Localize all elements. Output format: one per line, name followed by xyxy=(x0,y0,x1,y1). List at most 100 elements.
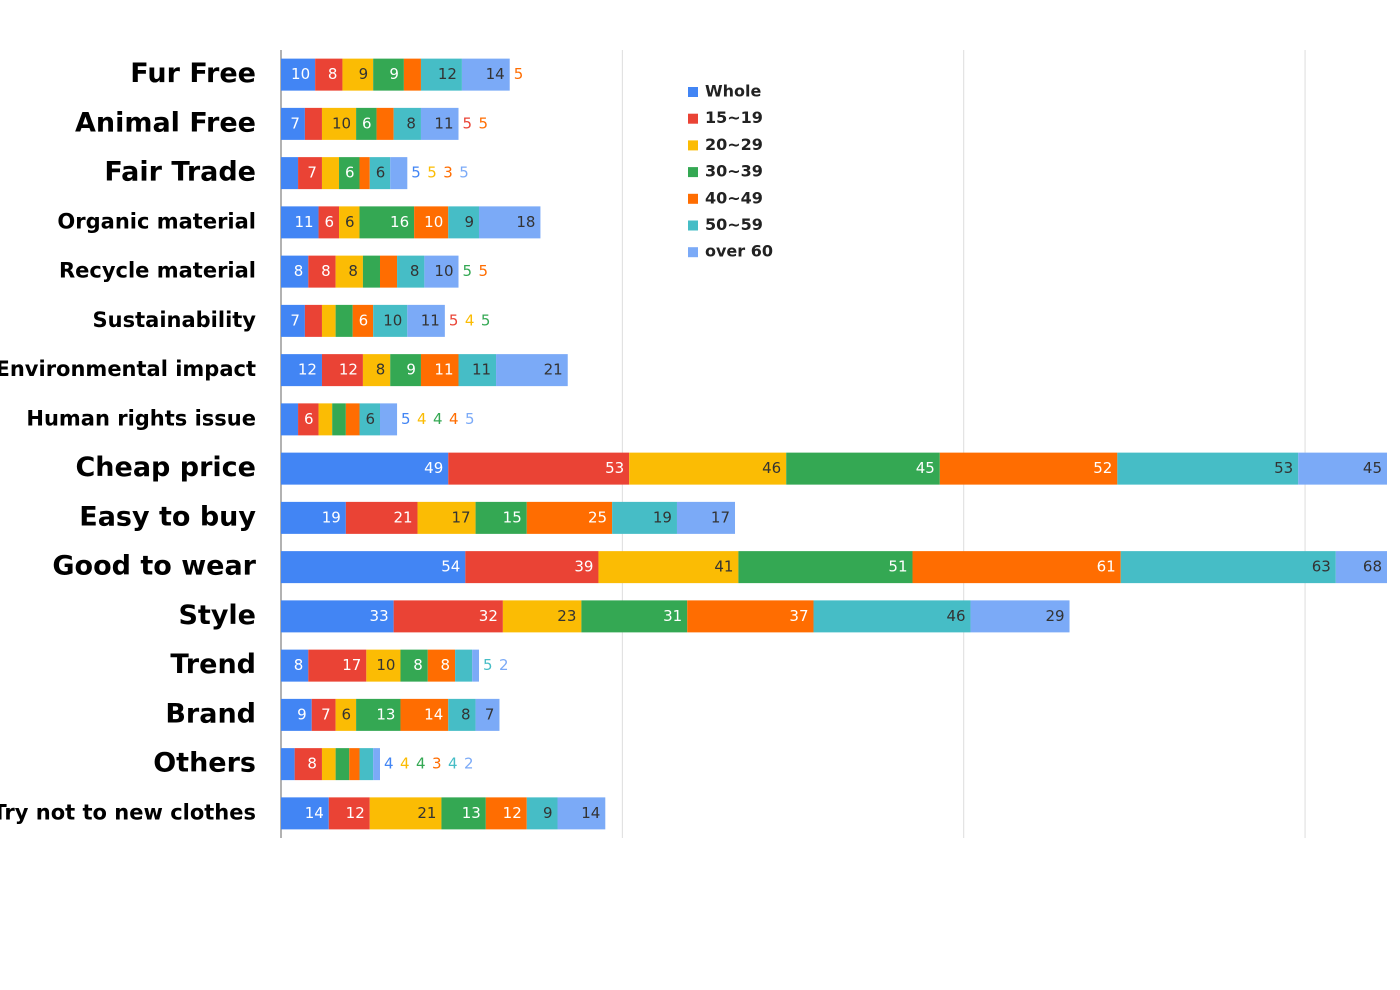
value-label: 45 xyxy=(1363,459,1382,477)
bar-segment xyxy=(485,797,527,830)
category-label: Human rights issue xyxy=(26,406,256,430)
value-label: 4 xyxy=(448,755,458,773)
bar-segment xyxy=(356,698,401,731)
bar-segment xyxy=(970,600,1070,633)
category-label: Try not to new clothes xyxy=(0,800,256,824)
category-label: Trend xyxy=(170,649,256,680)
value-label: 8 xyxy=(461,705,471,723)
bar-segment xyxy=(786,452,940,485)
bar-segment xyxy=(424,255,459,288)
value-label: 61 xyxy=(1097,558,1116,576)
value-label: 5 xyxy=(463,262,473,280)
bar-segment xyxy=(328,797,370,830)
value-label: 52 xyxy=(1093,459,1112,477)
bar-segment xyxy=(676,501,736,534)
bar-segment xyxy=(321,157,340,190)
bar-segment xyxy=(813,600,971,633)
legend-swatch xyxy=(688,167,698,178)
value-label: 5 xyxy=(465,410,475,428)
bar-segment xyxy=(738,551,913,584)
value-label: 9 xyxy=(389,65,399,83)
bar-segment xyxy=(335,748,350,781)
value-label: 13 xyxy=(376,705,395,723)
bar-segment xyxy=(1335,551,1387,584)
legend-swatch xyxy=(688,87,698,97)
bar-segment xyxy=(369,157,391,190)
value-label: 14 xyxy=(486,65,505,83)
bar-segment xyxy=(373,748,380,781)
value-label: 7 xyxy=(290,114,300,132)
value-label: 12 xyxy=(298,361,317,379)
bar-segment xyxy=(359,403,380,436)
category-label: Brand xyxy=(165,698,256,729)
legend-label: 20~29 xyxy=(705,135,763,154)
value-label: 19 xyxy=(653,508,672,526)
bar-segment xyxy=(1298,452,1387,485)
value-label: 4 xyxy=(433,410,443,428)
value-label: 8 xyxy=(376,361,386,379)
value-label: 7 xyxy=(290,311,300,329)
bar-segment xyxy=(294,748,322,781)
value-label: 45 xyxy=(916,459,935,477)
value-label: 46 xyxy=(946,607,965,625)
value-label: 9 xyxy=(359,65,369,83)
value-label: 6 xyxy=(342,705,352,723)
value-label: 12 xyxy=(503,804,522,822)
value-label: 9 xyxy=(406,361,416,379)
bar-segment xyxy=(349,748,360,781)
bar-segment xyxy=(465,551,599,584)
bar-segment xyxy=(281,600,394,633)
legend-swatch xyxy=(688,140,698,151)
value-label: 37 xyxy=(789,607,808,625)
bar-segment xyxy=(352,304,374,337)
value-label: 8 xyxy=(413,656,423,674)
category-label: Organic material xyxy=(57,209,256,233)
bar-segment xyxy=(403,58,421,91)
value-label: 6 xyxy=(345,164,355,182)
value-label: 2 xyxy=(464,755,474,773)
value-label: 16 xyxy=(390,213,409,231)
value-label: 6 xyxy=(345,213,355,231)
value-label: 6 xyxy=(359,311,369,329)
value-label: 19 xyxy=(322,508,341,526)
bar-segment xyxy=(687,600,814,633)
value-label: 17 xyxy=(342,656,361,674)
legend-label: 50~59 xyxy=(705,215,763,234)
bar-segment xyxy=(420,354,459,387)
bar-segment xyxy=(298,157,322,190)
value-label: 3 xyxy=(432,755,442,773)
value-label: 21 xyxy=(417,804,436,822)
bar-segment xyxy=(475,501,527,534)
bar-segment xyxy=(359,157,370,190)
category-label: Fair Trade xyxy=(104,157,256,188)
bar-segment xyxy=(281,403,299,436)
bar-segment xyxy=(335,255,363,288)
bar-segment xyxy=(390,157,408,190)
bar-segment xyxy=(629,452,787,485)
category-label: Good to wear xyxy=(52,551,256,582)
value-label: 4 xyxy=(417,410,427,428)
bar-segment xyxy=(318,403,333,436)
value-label: 6 xyxy=(304,410,314,428)
bar-segment xyxy=(502,600,582,633)
category-label: Sustainability xyxy=(93,308,257,332)
legend: Whole 15~19 20~29 30~39 40~49 50~59 over 60 xyxy=(688,82,773,261)
bar-segment xyxy=(912,551,1121,584)
value-label: 5 xyxy=(479,114,489,132)
bar-segment xyxy=(281,748,295,781)
value-label: 6 xyxy=(376,164,386,182)
value-label: 5 xyxy=(427,164,437,182)
value-label: 10 xyxy=(424,213,443,231)
value-label: 63 xyxy=(1312,558,1331,576)
bar-segment xyxy=(308,255,336,288)
value-label: 5 xyxy=(463,114,473,132)
bar-segment xyxy=(939,452,1118,485)
value-label: 9 xyxy=(543,804,553,822)
bar-segment xyxy=(356,107,377,140)
legend-label: 40~49 xyxy=(705,188,763,207)
value-label: 14 xyxy=(424,705,443,723)
value-label: 14 xyxy=(305,804,324,822)
bar-segment xyxy=(526,797,558,830)
bar-segment xyxy=(339,157,360,190)
